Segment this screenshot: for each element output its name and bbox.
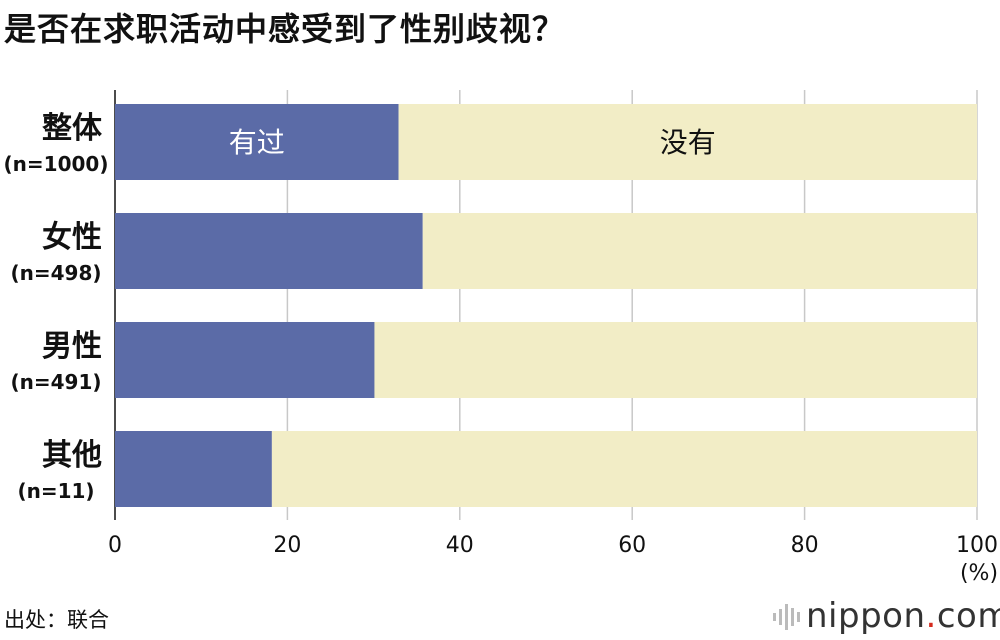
source-note: 出处：联合 <box>4 608 109 632</box>
x-tick-label-60: 60 <box>618 533 646 558</box>
series-label-没有: 没有 <box>660 126 716 159</box>
category-note-女性: (n=498) <box>10 261 101 285</box>
category-note-男性: (n=491) <box>10 370 101 394</box>
bars <box>115 104 977 507</box>
bar-女性-没有 <box>422 213 977 289</box>
logo-wordmark: nippon.com <box>806 596 1000 636</box>
category-note-其他: (n=11) <box>17 479 94 503</box>
bar-整体-有过 <box>115 104 399 180</box>
nippon-logo: nippon.com <box>772 596 1000 636</box>
series-label-有过: 有过 <box>229 126 285 159</box>
bar-整体-没有 <box>398 104 977 180</box>
category-label-整体: 整体 <box>42 111 103 146</box>
x-unit-label: (%) <box>960 561 998 586</box>
category-label-其他: 其他 <box>42 438 102 473</box>
bar-其他-有过 <box>115 431 272 507</box>
bar-女性-有过 <box>115 213 423 289</box>
bar-男性-没有 <box>374 322 977 398</box>
logo-bars-icon <box>773 604 800 630</box>
x-tick-label-20: 20 <box>273 533 301 558</box>
category-label-男性: 男性 <box>42 329 102 364</box>
x-tick-label-80: 80 <box>791 533 819 558</box>
x-tick-label-40: 40 <box>446 533 474 558</box>
labels: 有过 没有 整体 (n=1000) 女性 (n=498) 男性 (n=491) 其他 (n=11)… <box>4 111 999 586</box>
x-tick-label-100: 100 <box>956 533 998 558</box>
category-label-女性: 女性 <box>42 220 102 255</box>
category-note-整体: (n=1000) <box>4 152 109 176</box>
bar-其他-没有 <box>271 431 977 507</box>
chart-title: 是否在求职活动中感受到了性别歧视？ <box>4 10 566 48</box>
bar-男性-有过 <box>115 322 375 398</box>
x-tick-label-0: 0 <box>108 533 122 558</box>
